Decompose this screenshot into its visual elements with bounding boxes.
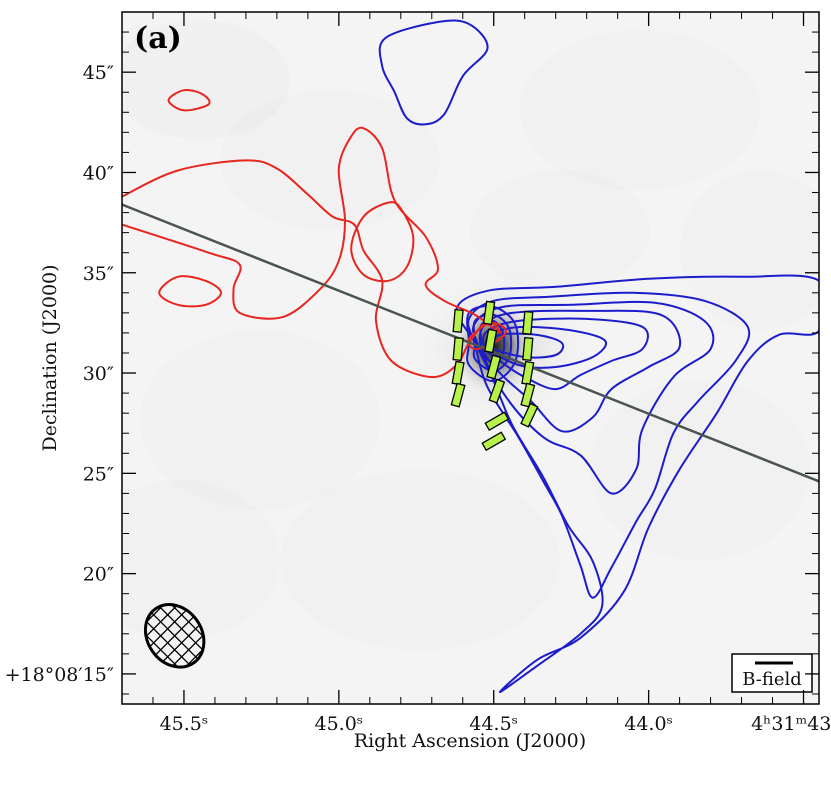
x-tick-label: 45.0ˢ — [314, 713, 363, 735]
bfield-vector — [484, 328, 498, 354]
y-axis-title: Declination (J2000) — [39, 264, 61, 451]
legend: B-field — [731, 653, 813, 693]
blue-contour — [472, 313, 513, 372]
y-tick-label: 25″ — [83, 463, 114, 485]
y-tick-label: 30″ — [83, 363, 114, 385]
background-mottle — [122, 480, 280, 640]
x-tick-label: 44.5ˢ — [469, 713, 518, 735]
red-contour — [350, 201, 415, 283]
blue-contour — [455, 274, 819, 694]
bfield-vector — [521, 360, 535, 386]
blue-contour — [479, 319, 506, 365]
background-mottle — [220, 90, 440, 230]
y-tick-label: 40″ — [83, 162, 114, 184]
continuum-image — [122, 20, 819, 650]
y-tick-label: 45″ — [83, 62, 114, 84]
bfield-vector — [452, 336, 464, 361]
panel-label: (a) — [134, 21, 182, 56]
bfield-vector — [520, 402, 539, 428]
red-contour — [122, 126, 502, 379]
background-mottle — [470, 170, 650, 290]
y-tick-label: 35″ — [83, 263, 114, 285]
bfield-vector — [450, 382, 466, 408]
bfield-vector — [486, 354, 502, 380]
background-mottle — [140, 330, 380, 510]
x-tick-label: 4ʰ31ᵐ43.5ˢ — [751, 713, 831, 735]
bfield-vectors — [450, 300, 539, 452]
legend-box — [731, 653, 813, 693]
background-mottle — [590, 380, 810, 560]
background-mottle — [680, 170, 819, 330]
bfield-vector — [452, 308, 464, 333]
x-tick-label: 44.0ˢ — [624, 713, 673, 735]
red-contour — [167, 88, 211, 112]
bfield-vector — [522, 310, 534, 335]
red-contour — [158, 275, 223, 308]
bfield-vector — [520, 382, 536, 408]
x-tick-label: 45.5ˢ — [160, 713, 209, 735]
bfield-vector — [484, 411, 510, 432]
bfield-vector — [482, 300, 496, 326]
background-mottle — [122, 20, 290, 140]
bfield-vector — [451, 360, 465, 386]
axis-ticks — [121, 12, 819, 704]
background-mottle — [280, 470, 560, 650]
background-mottle — [520, 30, 760, 190]
blue-contour — [467, 291, 751, 599]
bfield-vector — [481, 431, 507, 452]
legend-label: B-field — [742, 669, 802, 690]
x-axis-title: Right Ascension (J2000) — [354, 730, 586, 752]
blue-contour — [471, 300, 715, 495]
bfield-vector — [488, 378, 506, 404]
plot-frame — [121, 11, 820, 705]
y-tick-label: 20″ — [83, 564, 114, 586]
bfield-vector — [522, 336, 534, 361]
blue-contour — [378, 19, 489, 126]
axis-tick-labels: 45.5ˢ 45.0ˢ 44.5ˢ 44.0ˢ 4ʰ31ᵐ43.5ˢ 45″ 40″ 35″ 3… — [5, 62, 831, 735]
outflow-axis-line — [122, 203, 819, 483]
y-tick-label: +18°08′15″ — [5, 664, 114, 686]
